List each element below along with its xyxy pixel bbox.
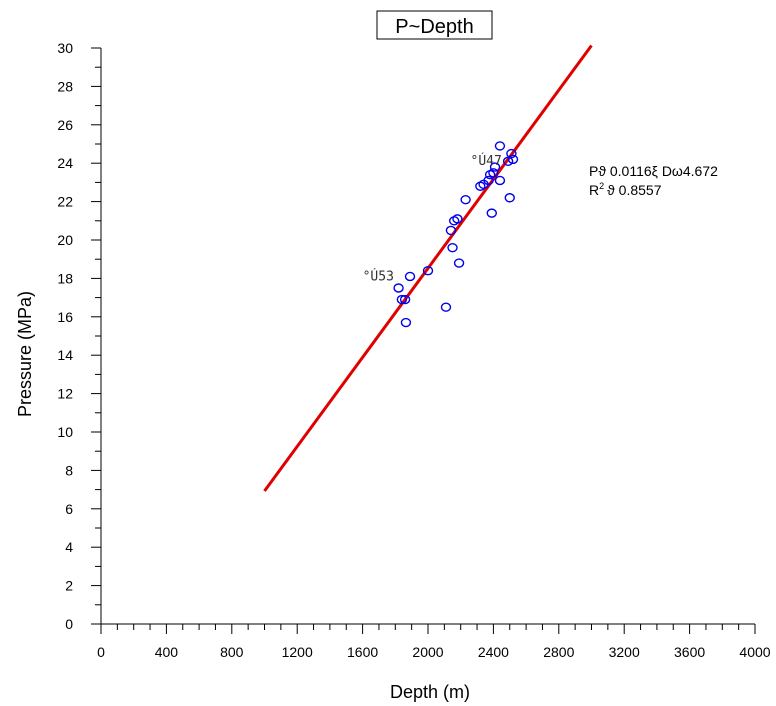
y-tick-label: 20 [57, 232, 73, 248]
data-point [475, 181, 486, 191]
r2-suffix: ϑ 0.8557 [607, 182, 662, 198]
x-tick-label: 0 [97, 644, 105, 660]
data-point [504, 193, 515, 203]
data-point [488, 168, 499, 178]
y-tick-label: 18 [57, 270, 73, 286]
data-point [494, 141, 506, 151]
y-tick-label: 30 [57, 40, 73, 56]
y-tick-label: 28 [57, 78, 73, 94]
y-tick-label: 22 [57, 194, 73, 210]
chart-title-box [376, 10, 493, 40]
x-tick-label: 800 [220, 644, 244, 660]
y-tick-label: 2 [65, 578, 73, 594]
data-points [393, 141, 519, 328]
chart-title: P~Depth [395, 16, 473, 38]
data-point [483, 175, 494, 186]
annotations: °Ú47 °Ú53 [363, 153, 502, 284]
data-point [399, 294, 411, 305]
data-point [484, 170, 496, 180]
data-point [502, 156, 514, 166]
y-axis-title: Pressure (MPa) [15, 291, 35, 417]
y-tick-label: 6 [65, 501, 73, 517]
fit-r-squared: R2 ϑ 0.8557 [589, 181, 662, 198]
x-tick-label: 400 [155, 644, 179, 660]
y-tick-label: 10 [57, 424, 73, 440]
data-point [445, 225, 457, 236]
y-tick-label: 0 [65, 616, 73, 632]
data-point [448, 216, 460, 226]
data-point [447, 242, 458, 253]
x-tick-label: 1200 [282, 644, 313, 660]
data-point [396, 294, 408, 305]
data-point [400, 317, 412, 328]
x-tick-label: 2800 [543, 644, 574, 660]
fit-line [263, 44, 593, 492]
data-point [452, 214, 463, 224]
data-point [486, 208, 497, 218]
data-point [489, 162, 501, 172]
x-axis-title: Depth (m) [390, 682, 470, 702]
data-point [460, 194, 471, 205]
y-tick-label: 4 [65, 539, 73, 555]
point-annotation: °Ú53 [363, 268, 394, 284]
x-tick-label: 3200 [609, 644, 640, 660]
data-point [422, 266, 434, 276]
x-tick-label: 2000 [412, 644, 443, 660]
data-point [393, 283, 404, 293]
x-tick-label: 1600 [347, 644, 378, 660]
y-tick-label: 16 [57, 309, 73, 325]
data-point [506, 148, 517, 159]
y-tick-label: 14 [57, 347, 73, 363]
r2-prefix: R [589, 182, 599, 198]
data-point [494, 175, 506, 186]
y-tick-label: 26 [57, 117, 73, 133]
x-tick-label: 4000 [739, 644, 770, 660]
data-point [440, 302, 452, 312]
axes: 0 400 800 1200 1600 2000 2400 2800 3200 3600 4000 0… [57, 40, 770, 660]
y-tick-label: 24 [57, 155, 73, 171]
point-annotation: °Ú47 [471, 153, 502, 169]
fit-line-group [263, 44, 593, 492]
x-tick-label: 3600 [674, 644, 705, 660]
y-tick-label: 12 [57, 386, 73, 402]
data-point [453, 258, 465, 268]
r2-superscript: 2 [599, 181, 604, 191]
x-tick-label: 2400 [478, 644, 509, 660]
y-tick-label: 8 [65, 462, 73, 478]
data-point [404, 271, 416, 282]
data-point [507, 154, 519, 165]
fit-equation: Pϑ 0.0116ξ Dω4.672 [589, 163, 718, 179]
